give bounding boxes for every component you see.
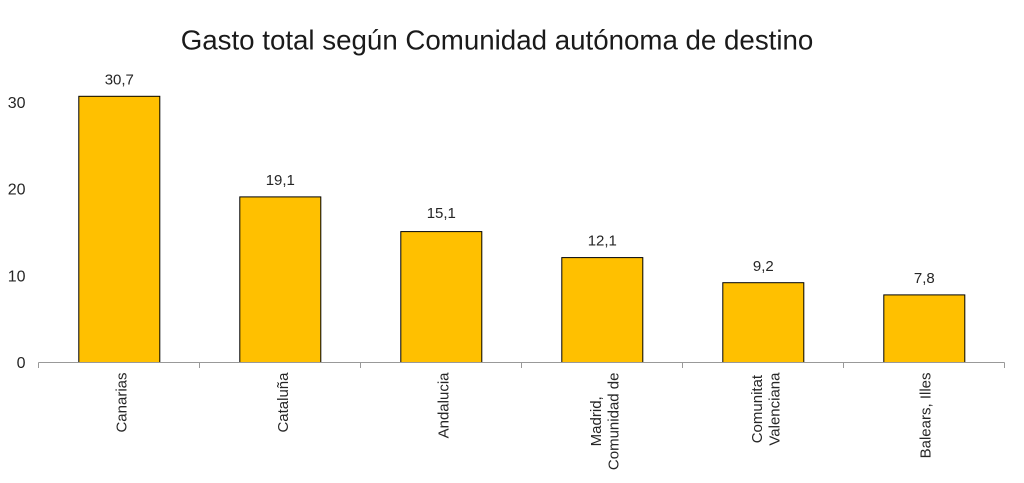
svg-text:Andalucia: Andalucia [435,372,452,439]
svg-text:30: 30 [8,95,26,112]
svg-text:12,1: 12,1 [588,233,617,250]
svg-text:Balears, Illes: Balears, Illes [918,373,935,459]
svg-text:0: 0 [17,355,26,372]
svg-text:10: 10 [8,268,26,285]
svg-text:Comunidad de: Comunidad de [605,373,622,471]
svg-text:20: 20 [8,182,26,199]
svg-text:Cataluña: Cataluña [275,372,292,433]
svg-text:Comunitat: Comunitat [749,374,766,443]
svg-text:Gasto total según Comunidad au: Gasto total según Comunidad autónoma de … [181,24,814,55]
svg-text:19,1: 19,1 [266,172,295,189]
svg-text:Valenciana: Valenciana [766,372,783,446]
svg-text:9,2: 9,2 [753,258,774,275]
svg-text:15,1: 15,1 [427,205,456,222]
svg-text:Canarias: Canarias [113,373,130,433]
svg-text:30,7: 30,7 [105,71,134,88]
svg-text:7,8: 7,8 [914,270,935,287]
svg-text:Madrid,: Madrid, [588,396,605,446]
